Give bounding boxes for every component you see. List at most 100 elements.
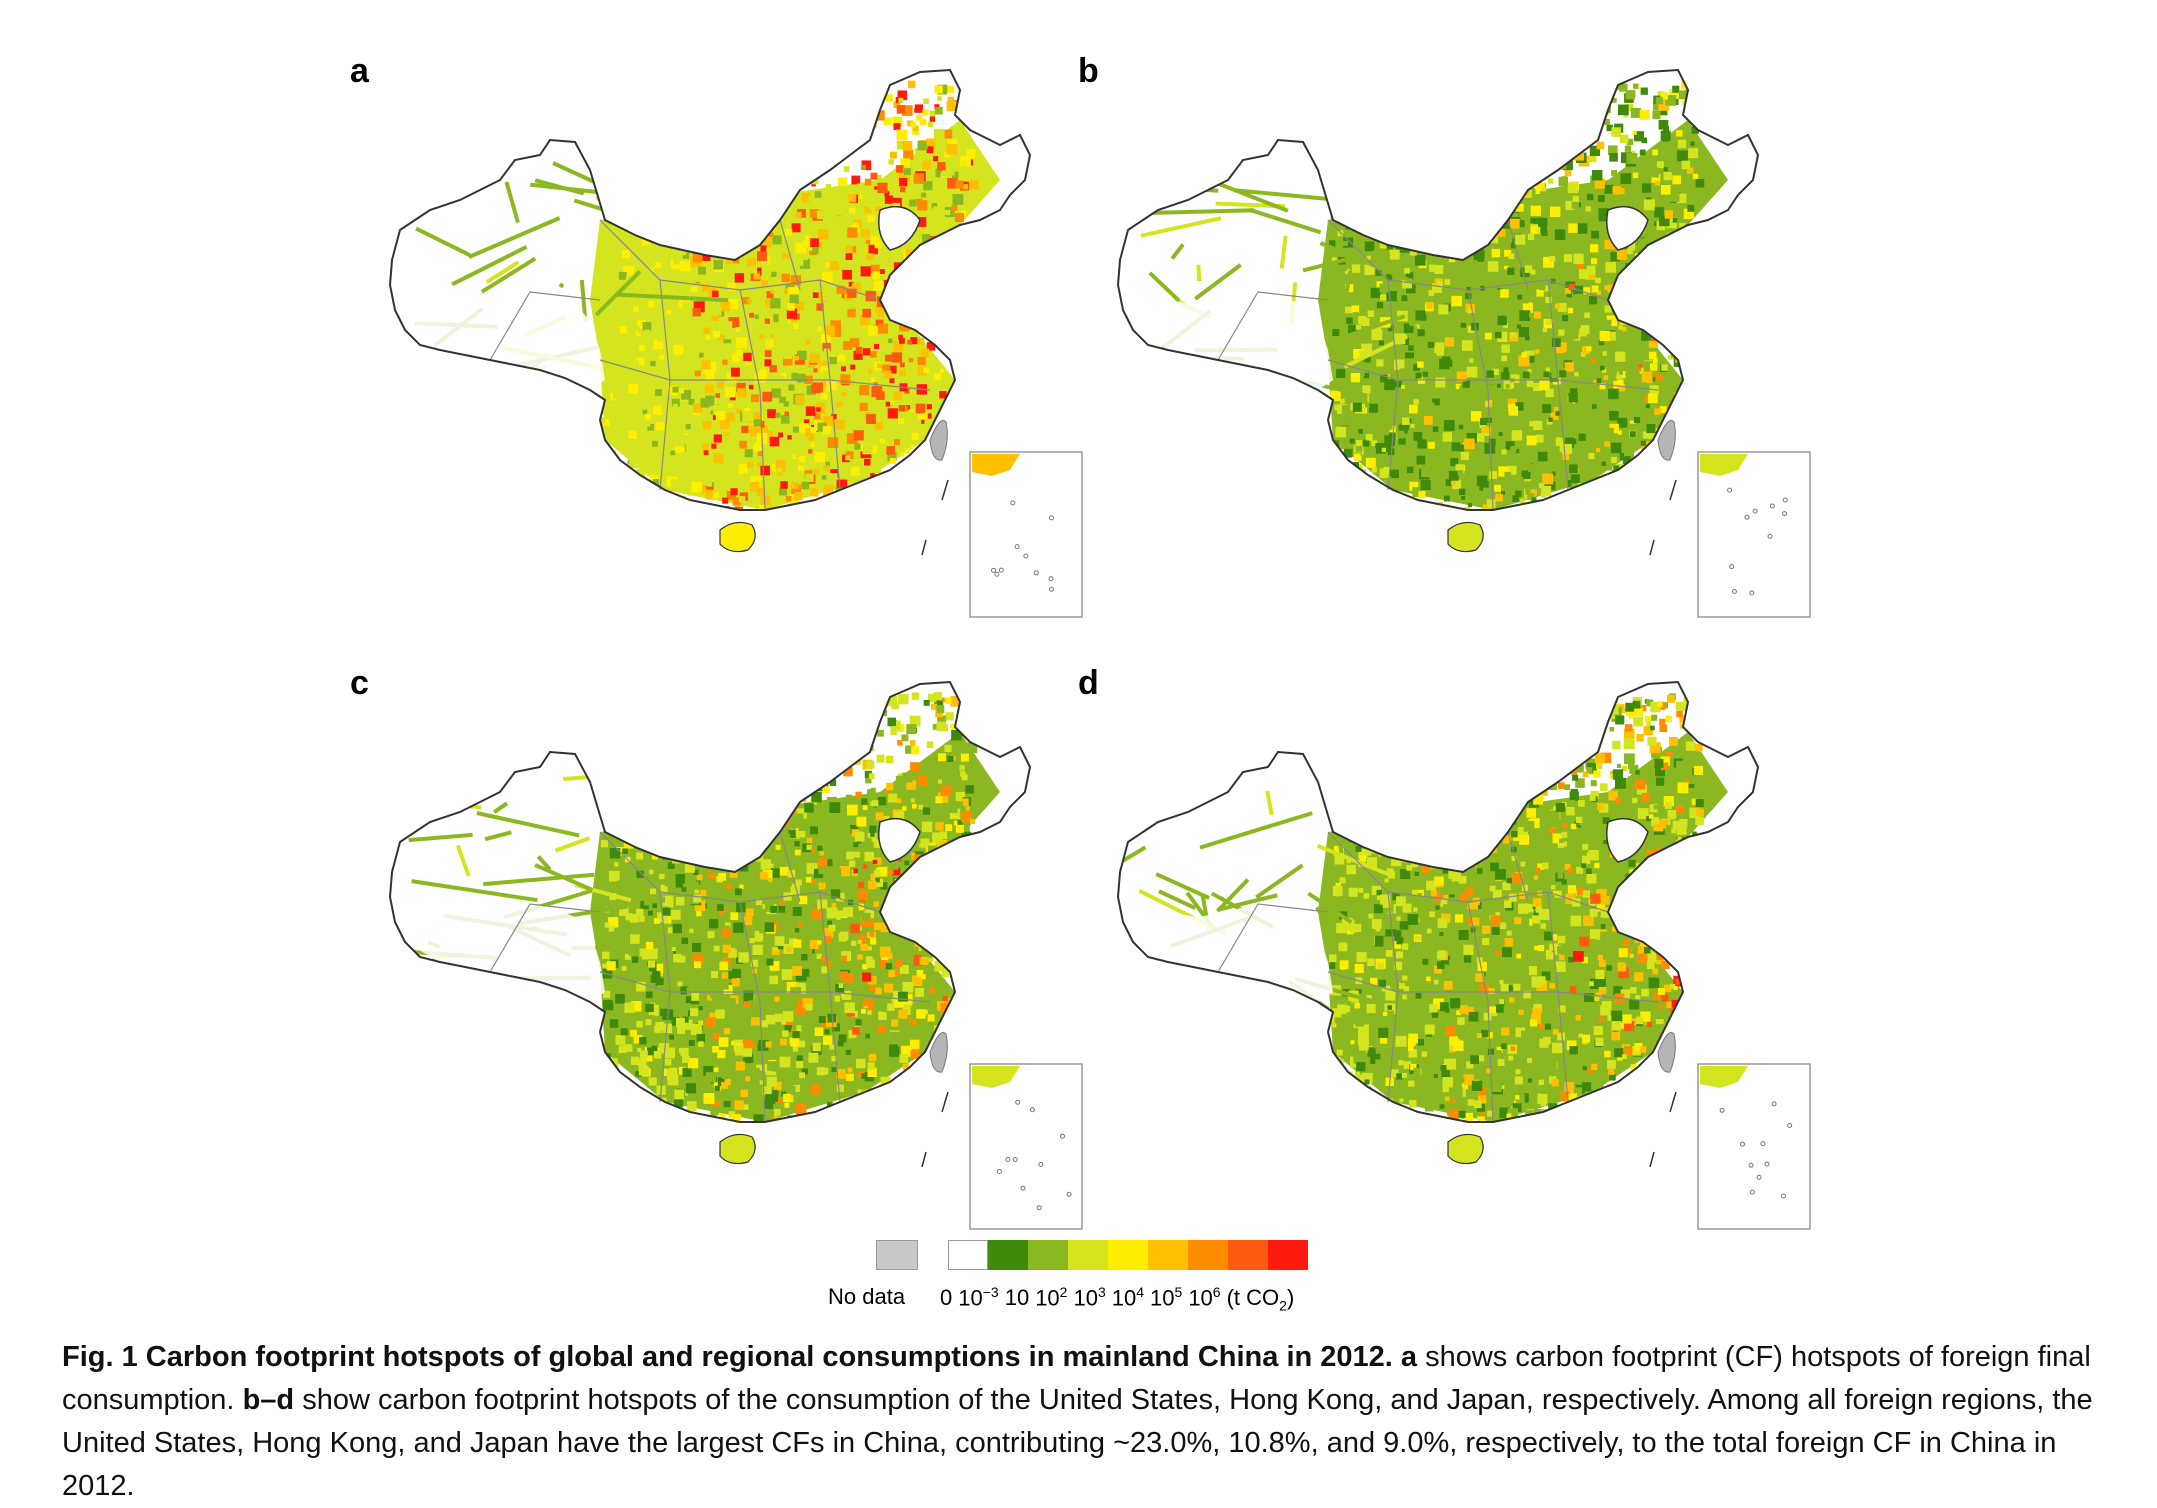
heatmap-cell — [794, 301, 804, 311]
heatmap-cell — [934, 104, 940, 110]
heatmap-cell — [843, 907, 853, 917]
heatmap-cell — [938, 753, 946, 762]
heatmap-cell — [1537, 451, 1548, 462]
heatmap-cell — [862, 972, 872, 982]
heatmap-cell — [868, 444, 878, 454]
heatmap-cell — [860, 164, 866, 170]
heatmap-cell — [762, 208, 769, 214]
heatmap-cell — [861, 1073, 867, 1079]
heatmap-cell — [952, 1056, 960, 1063]
heatmap-cell — [1684, 246, 1691, 252]
heatmap-cell — [1493, 1101, 1504, 1112]
heatmap-cell — [924, 882, 932, 891]
heatmap-cell — [757, 488, 766, 497]
heatmap-cell — [1357, 394, 1368, 405]
heatmap-cell — [602, 800, 609, 807]
heatmap-cell — [1465, 1006, 1474, 1015]
heatmap-cell — [623, 1125, 633, 1135]
heatmap-cell — [1598, 208, 1609, 219]
heatmap-cell — [1464, 438, 1475, 450]
heatmap-cell — [1408, 195, 1417, 205]
heatmap-cell — [1600, 931, 1610, 942]
heatmap-cell — [947, 85, 955, 93]
heatmap-cell — [677, 458, 687, 468]
heatmap-cell — [1679, 715, 1687, 723]
heatmap-cell — [1364, 264, 1375, 275]
heatmap-cell — [957, 355, 969, 367]
heatmap-cell — [1642, 431, 1651, 439]
heatmap-cell — [1515, 696, 1523, 704]
heatmap-cell — [604, 709, 611, 717]
heatmap-cell — [1587, 732, 1598, 743]
heatmap-cell — [928, 481, 937, 490]
heatmap-cell — [806, 160, 812, 166]
heatmap-cell — [839, 971, 848, 981]
heatmap-cell — [743, 210, 749, 216]
heatmap-cell — [1441, 183, 1453, 195]
heatmap-cell — [683, 1130, 692, 1139]
heatmap-cell — [1609, 423, 1619, 434]
heatmap-cell — [1548, 120, 1560, 131]
heatmap-cell — [606, 159, 611, 165]
heatmap-cell — [670, 909, 681, 920]
heatmap-cell — [898, 418, 904, 425]
heatmap-cell — [887, 289, 894, 296]
heatmap-cell — [753, 419, 761, 427]
heatmap-cell — [1495, 202, 1506, 213]
heatmap-cell — [1397, 107, 1407, 116]
heatmap-cell — [672, 1126, 678, 1132]
heatmap-cell — [635, 981, 646, 992]
heatmap-cell — [922, 1074, 928, 1079]
road-trace — [595, 185, 654, 201]
heatmap-cell — [715, 411, 725, 421]
heatmap-cell — [1381, 985, 1391, 994]
heatmap-cell — [887, 1092, 895, 1101]
heatmap-cell — [793, 164, 798, 169]
heatmap-cell — [953, 919, 962, 927]
heatmap-cell — [899, 965, 909, 974]
heatmap-cell — [602, 963, 607, 968]
heatmap-cell — [1542, 733, 1552, 743]
heatmap-cell — [1358, 788, 1367, 797]
heatmap-cell — [891, 352, 903, 363]
heatmap-cell — [950, 696, 962, 707]
heatmap-cell — [777, 282, 786, 290]
heatmap-cell — [910, 233, 919, 241]
heatmap-cell — [1513, 110, 1524, 121]
heatmap-cell — [823, 416, 834, 426]
heatmap-cell — [628, 360, 639, 372]
heatmap-cell — [796, 124, 807, 136]
heatmap-cell — [1613, 986, 1623, 996]
heatmap-cell — [933, 464, 942, 473]
heatmap-cell — [911, 432, 919, 440]
heatmap-cell — [678, 303, 683, 308]
heatmap-cell — [833, 83, 839, 89]
heatmap-cell — [914, 923, 921, 929]
heatmap-cell — [663, 846, 672, 855]
heatmap-cell — [1676, 130, 1683, 137]
heatmap-cell — [829, 357, 837, 365]
heatmap-cell — [920, 308, 928, 317]
heatmap-cell — [966, 706, 971, 711]
heatmap-cell — [1679, 473, 1686, 480]
heatmap-cell — [682, 1019, 693, 1030]
heatmap-cell — [683, 332, 693, 342]
heatmap-cell — [816, 210, 826, 220]
heatmap-cell — [744, 723, 755, 734]
heatmap-cell — [604, 1062, 610, 1068]
heatmap-cell — [1481, 1029, 1489, 1038]
heatmap-cell — [705, 1017, 716, 1028]
heatmap-cell — [1602, 319, 1612, 329]
heatmap-cell — [840, 374, 851, 385]
heatmap-cell — [864, 738, 873, 746]
heatmap-cell — [1370, 287, 1381, 299]
heatmap-cell — [1426, 302, 1433, 309]
heatmap-cell — [1366, 790, 1373, 798]
heatmap-cell — [1654, 1076, 1665, 1086]
heatmap-cell — [1379, 442, 1389, 452]
heatmap-cell — [605, 141, 613, 148]
road-trace — [1148, 271, 1181, 303]
road-trace — [1279, 235, 1288, 269]
heatmap-cell — [793, 323, 800, 330]
heatmap-cell — [1345, 338, 1354, 347]
